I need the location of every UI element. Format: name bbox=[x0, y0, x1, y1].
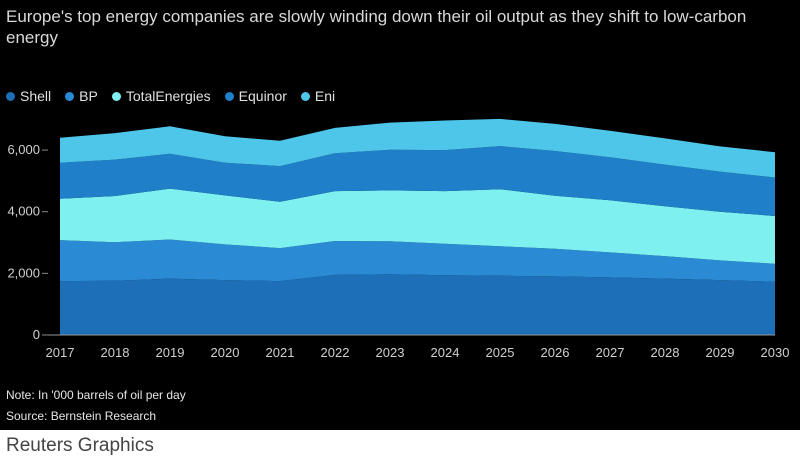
footer-credit: Reuters Graphics bbox=[6, 435, 154, 456]
chart-note: Note: In '000 barrels of oil per day bbox=[6, 388, 186, 402]
y-tick-label: 6,000 bbox=[7, 142, 40, 157]
x-tick-label: 2023 bbox=[376, 345, 405, 360]
area-series-bp bbox=[60, 239, 775, 282]
legend-swatch bbox=[65, 91, 75, 101]
x-tick-label: 2020 bbox=[211, 345, 240, 360]
x-tick-label: 2028 bbox=[651, 345, 680, 360]
chart-source: Source: Bernstein Research bbox=[6, 409, 157, 423]
x-tick-label: 2027 bbox=[596, 345, 625, 360]
chart-panel: Europe's top energy companies are slowly… bbox=[0, 0, 800, 430]
x-tick-label: 2024 bbox=[431, 345, 460, 360]
area-series-shell bbox=[60, 274, 775, 335]
legend-swatch bbox=[300, 91, 310, 101]
area-series-eni bbox=[60, 118, 775, 178]
x-tick-label: 2026 bbox=[541, 345, 570, 360]
legend-swatch bbox=[224, 91, 234, 101]
x-tick-label: 2022 bbox=[321, 345, 350, 360]
legend-label: Shell bbox=[20, 88, 52, 104]
x-tick-label: 2017 bbox=[46, 345, 75, 360]
legend-item-equinor: Equinor bbox=[224, 88, 287, 104]
area-series-totalenergies bbox=[60, 188, 775, 264]
y-tick-label: 0 bbox=[33, 327, 40, 342]
legend-item-totalenergies: TotalEnergies bbox=[111, 88, 211, 104]
x-tick-label: 2021 bbox=[266, 345, 295, 360]
legend-label: Eni bbox=[314, 88, 336, 104]
legend-item-shell: Shell bbox=[6, 88, 51, 104]
legend-label: Equinor bbox=[238, 88, 287, 104]
x-tick-label: 2029 bbox=[706, 345, 735, 360]
legend-label: TotalEnergies bbox=[125, 88, 211, 104]
legend-swatch bbox=[6, 91, 15, 101]
legend-item-bp: BP bbox=[65, 88, 98, 104]
area-series-equinor bbox=[60, 146, 775, 216]
chart-title: Europe's top energy companies are slowly… bbox=[6, 7, 747, 47]
x-tick-label: 2019 bbox=[156, 345, 185, 360]
legend-item-eni: Eni bbox=[300, 88, 336, 104]
x-tick-label: 2030 bbox=[761, 345, 790, 360]
legend: Shell BP TotalEnergies Equinor Eni bbox=[6, 86, 335, 106]
x-tick-label: 2025 bbox=[486, 345, 515, 360]
legend-swatch bbox=[111, 91, 121, 101]
x-tick-label: 2018 bbox=[101, 345, 130, 360]
y-tick-label: 4,000 bbox=[7, 204, 40, 219]
y-tick-label: 2,000 bbox=[7, 265, 40, 280]
area-chart: 0 2,000 4,000 6,000 2017 2018 2019 2020 2021 2022… bbox=[7, 118, 790, 360]
legend-label: BP bbox=[79, 88, 98, 104]
